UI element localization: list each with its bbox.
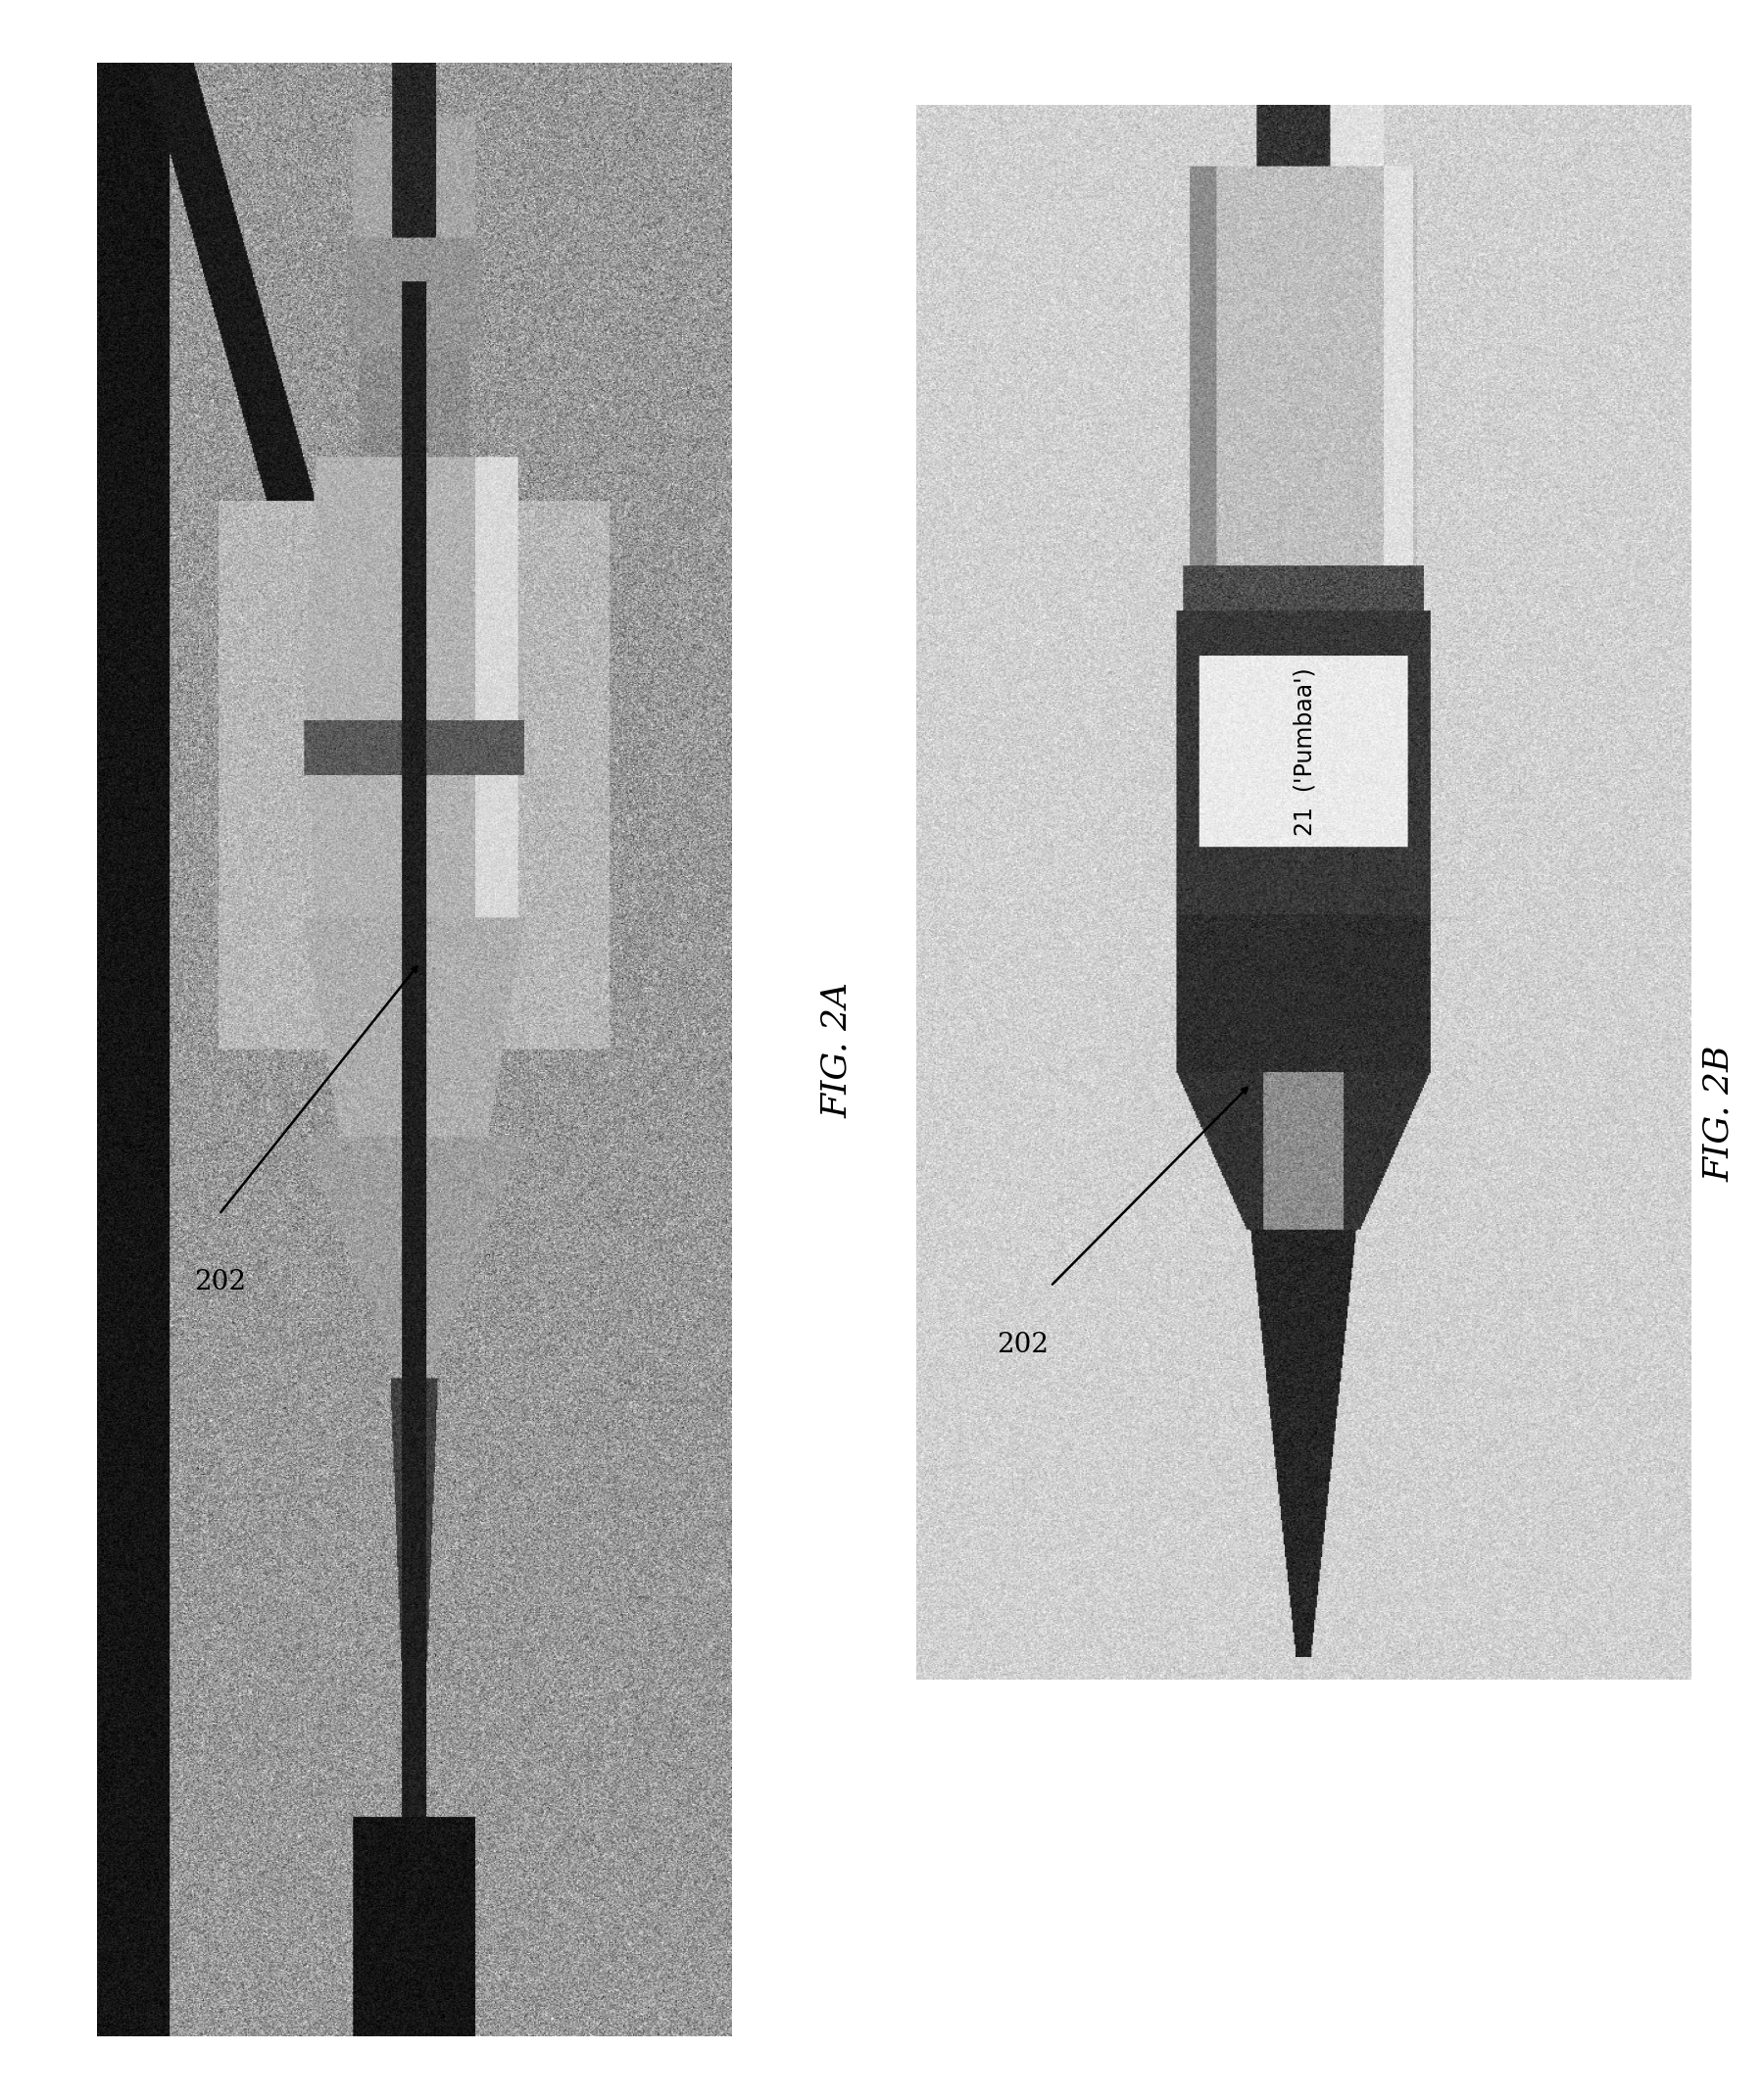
Text: 21  ('Pumbaa'): 21 ('Pumbaa') bbox=[1292, 668, 1316, 836]
Text: FIG. 2A: FIG. 2A bbox=[821, 983, 853, 1117]
Text: 202: 202 bbox=[997, 1331, 1048, 1359]
Text: FIG. 2B: FIG. 2B bbox=[1702, 1044, 1734, 1182]
Text: 202: 202 bbox=[194, 1268, 247, 1296]
